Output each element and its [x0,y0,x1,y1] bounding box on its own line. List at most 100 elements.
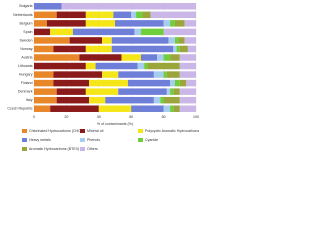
bar-segment [184,37,196,44]
bar-segment [34,28,51,36]
bar-segment [187,45,196,53]
y-tick-label: Finland [21,81,33,85]
legend-label: Polycyclic Aromatic Hydrocarbons (PAH) [145,129,200,133]
y-tick-label: Sweden [20,38,33,42]
bar-segment [153,96,161,104]
y-tick-label: Austria [21,55,32,59]
bar-segment [56,11,86,19]
bar-segment [174,20,185,27]
bar-segment [140,28,164,36]
bar-segment [179,79,187,87]
bar-segment [170,20,175,27]
bar-segment [34,105,51,112]
legend-swatch [80,147,85,151]
bar-segment [150,11,196,19]
bar-segment [115,20,164,27]
bar-segment [163,96,180,104]
bar-segment [176,45,180,53]
chart: % of contaminants (%) 0 20 40 60 80 100 Bulgar… [7,2,200,151]
bar-segment [179,54,196,61]
bar-segment [186,79,196,87]
x-tick-label: 20 [64,115,68,119]
bar-segment [184,20,196,27]
bar-segment [85,62,96,70]
bar-segment [163,71,167,78]
bar-segment [89,79,128,87]
bar-segment [170,54,180,61]
bar-segment [163,28,196,36]
bar-segment [137,62,145,70]
bar-segment [95,62,138,70]
bar-segment [170,88,174,95]
bar-segment [160,96,164,104]
bar-segment [98,105,132,112]
bar-segment [134,28,141,36]
bar-segment [89,96,106,104]
bar-segment [179,71,196,78]
bar-segment [34,11,57,19]
y-tick-label: Bulgaria [19,4,32,8]
bar-segment [111,37,169,44]
bar-segment [34,88,57,95]
bar-segment [85,45,112,53]
bar-segment [127,79,171,87]
bar-segment [53,71,103,78]
bar-segment [34,20,47,27]
bar-segment [118,88,167,95]
bar-segment [170,105,174,112]
bar-segment [131,11,137,19]
bar-segment [79,54,122,61]
bar-segment [153,71,164,78]
bar-segment [102,71,119,78]
bar-segment [85,11,114,19]
bar-segment [121,54,141,61]
legend-swatch [138,129,143,133]
bar-segment [179,62,196,70]
bar-segment [46,20,86,27]
bar-segment [85,88,119,95]
bar-segment [34,3,62,10]
y-tick-label: Netherlands [13,13,33,17]
bar-segment [157,54,164,61]
legend-label: Phenols [87,138,100,142]
bar-segment [72,28,135,36]
bar-segment [34,37,70,44]
legend-label: Aromatic Hydrocarbons (BTEX) [29,147,79,151]
legend-swatch [22,138,27,142]
bar-segment [34,45,54,53]
bar-segment [166,88,171,95]
bar-segment [173,45,177,53]
bar-segment [34,71,54,78]
bar-segment [111,45,174,53]
bar-segment [85,20,115,27]
x-tick-label: 0 [33,115,35,119]
bar-segment [142,11,151,19]
bar-segment [34,62,86,70]
legend-label: Cyanide [145,138,158,142]
bar-segment [178,37,185,44]
bar-segment [102,37,112,44]
y-tick-label: Belgium [20,21,33,25]
y-tick-label: Denmark [18,90,33,94]
bar-segment [69,37,103,44]
y-tick-label: Norway [20,47,32,51]
bar-segment [50,28,73,36]
bar-segment [53,45,86,53]
bar-segment [174,79,180,87]
bar-segment [118,71,154,78]
bar-segment [34,96,57,104]
bar-segment [170,79,175,87]
bar-segment [163,20,171,27]
bar-segment [179,45,188,53]
bar-segment [56,96,90,104]
legend-label: Mineral oil [87,129,104,133]
bar-segment [140,54,158,61]
bar-segment [136,11,143,19]
x-tick-label: 60 [129,115,133,119]
bar-segment [131,105,164,112]
legend-swatch [22,147,27,151]
bar-segment [173,88,180,95]
bar-segment [173,105,180,112]
legend-label: Chlorinated Hydrocarbons (CHC) [29,129,82,133]
bar-segment [61,3,196,10]
